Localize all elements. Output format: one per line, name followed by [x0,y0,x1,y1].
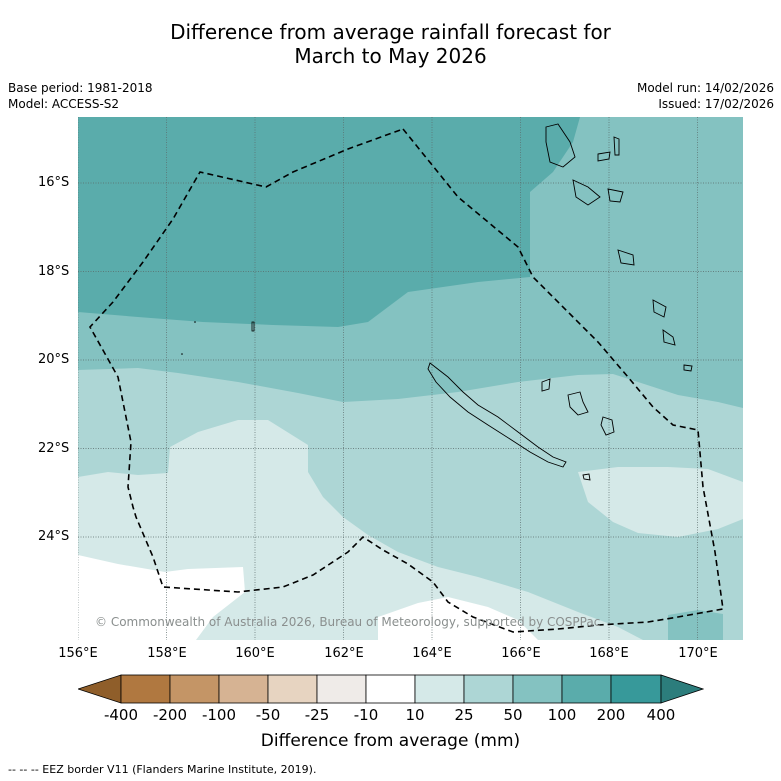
title-line-1: Difference from average rainfall forecas… [170,20,611,44]
colorbar-tick-label: 100 [547,706,577,724]
anomaly-band-10-25-east [578,467,743,537]
vanuatu-island-7 [652,299,667,318]
vanuatu-island-8 [662,329,676,346]
map-panel [78,117,743,640]
colorbar-bin [169,674,220,704]
vanuatu-island-4 [572,179,601,206]
colorbar-title: Difference from average (mm) [260,731,521,751]
lon-label-156e: 156°E [58,646,98,661]
colorbar-bin [120,674,171,704]
vanuatu-island-3 [613,136,620,156]
colorbar-tick-label: -100 [201,706,237,724]
colorbar-tick-label: -200 [152,706,188,724]
lon-label-168e: 168°E [589,646,629,661]
base-period: Base period: 1981-2018 [8,81,153,95]
lon-label-166e: 166°E [501,646,541,661]
loyalty-island-2 [567,391,589,416]
colorbar-tick-label: -25 [304,706,330,724]
colorbar-tick-label: 50 [503,706,523,724]
issued-date: Issued: 17/02/2026 [658,97,774,111]
colorbar-bin [463,674,514,704]
lat-label-18s: 18°S [38,264,70,279]
vanuatu-island-2 [597,151,611,162]
colorbar-bin [218,674,269,704]
island-small-2 [582,473,591,481]
lon-label-164e: 164°E [412,646,452,661]
colorbar-tick-label: -10 [353,706,379,724]
colorbar-tick-label: 25 [454,706,474,724]
anomaly-band-50-100-southeast [668,610,723,640]
colorbar-extend-high [660,674,704,704]
islet [194,321,196,323]
lat-label-20s: 20°S [38,352,70,367]
lon-label-160e: 160°E [235,646,275,661]
eez-border [89,128,724,633]
islet-elongated [251,321,255,332]
vanuatu-island-1 [545,123,576,168]
vanuatu-island-6 [617,249,635,266]
colorbar-bin [512,674,563,704]
title-line-2: March to May 2026 [294,44,487,68]
colorbar-tick-label: 400 [646,706,676,724]
colorbar-tick-label: -50 [255,706,281,724]
lat-label-22s: 22°S [38,441,70,456]
copyright-notice: © Commonwealth of Australia 2026, Bureau… [95,615,601,629]
vanuatu-island-5 [607,188,624,203]
island-small-1 [683,364,693,372]
loyalty-island-3 [600,416,615,436]
lon-label-170e: 170°E [678,646,718,661]
anomaly-band-neutral [78,555,245,640]
grid-lines [78,117,743,640]
model-name: Model: ACCESS-S2 [8,97,120,111]
lon-label-158e: 158°E [147,646,187,661]
colorbar [78,674,704,704]
loyalty-island-1 [541,378,551,392]
colorbar-bin [316,674,367,704]
anomaly-band-neutral-south [378,597,538,640]
anomaly-band-100-200 [78,117,580,327]
colorbar-tick-label: 200 [596,706,626,724]
islet [181,353,183,355]
colorbar-bin [561,674,612,704]
new-caledonia-main-island [427,362,567,468]
colorbar-extend-low [78,674,122,704]
model-run: Model run: 14/02/2026 [636,81,774,95]
colorbar-bin [414,674,465,704]
lat-label-16s: 16°S [38,175,70,190]
colorbar-bin [610,674,662,704]
colorbar-bin [267,674,318,704]
lon-label-162e: 162°E [324,646,364,661]
coastlines [427,123,693,481]
colorbar-tick-label: 10 [405,706,425,724]
eez-footnote: -- -- -- EEZ border V11 (Flanders Marine… [8,763,317,776]
colorbar-bin [365,674,416,704]
colorbar-tick-label: -400 [103,706,139,724]
lat-label-24s: 24°S [38,529,70,544]
